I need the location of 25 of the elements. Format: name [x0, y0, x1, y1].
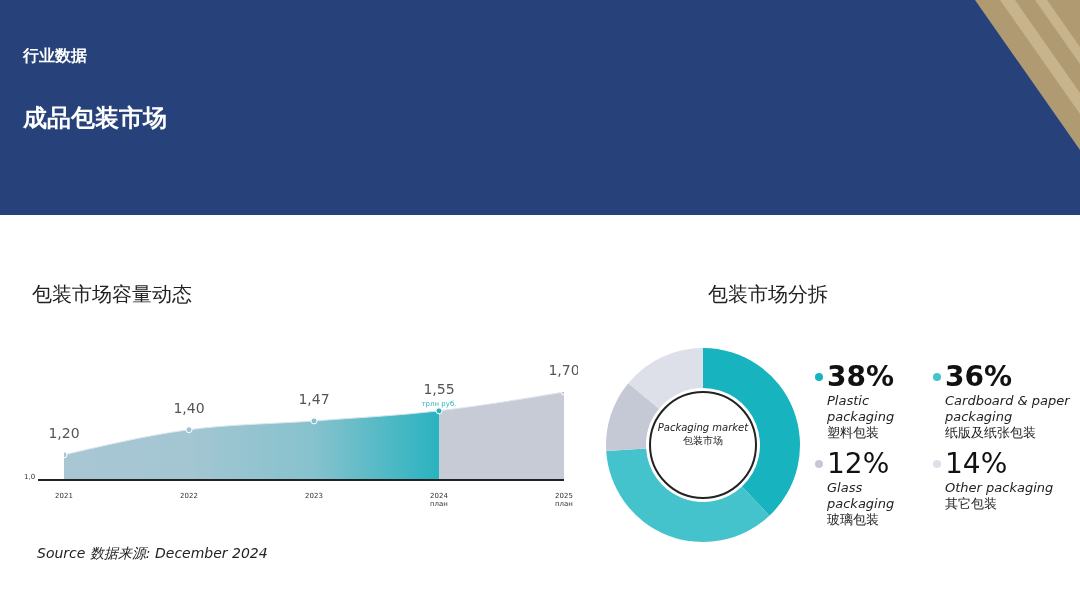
text: 行业数据	[23, 46, 87, 67]
donut-slice	[628, 348, 703, 409]
legend-label: Plastic packaging 塑料包装	[827, 393, 896, 441]
data-label: 38%	[827, 360, 895, 393]
data-label: 12%	[827, 447, 890, 480]
text: Packaging market 包装市场	[656, 421, 750, 447]
text: 成品包装市场	[23, 103, 167, 134]
legend-label: Cardboard & paper packaging 纸版及纸张包装	[945, 393, 1071, 441]
legend-label: Glass packaging 玻璃包装	[827, 480, 896, 528]
annotation: Source 数据来源: December 2024	[37, 545, 268, 563]
donut-slice	[606, 448, 770, 542]
chart-title: 包装市场分拆	[708, 281, 828, 308]
data-label: 1,20	[48, 424, 80, 441]
data-label: 36%	[945, 360, 1013, 393]
chart-title: 包装市场容量动态	[32, 281, 192, 308]
point	[310, 417, 318, 425]
donut-slice	[606, 383, 660, 452]
legend-label: Other packaging 其它包装	[945, 480, 1055, 512]
data-label: 1,40	[173, 399, 205, 416]
data-label: 1,55	[423, 380, 455, 397]
data-label: 14%	[945, 447, 1008, 480]
data-label: 1,70	[548, 362, 580, 378]
point	[435, 407, 443, 415]
data-label: 1,47	[298, 390, 330, 407]
point	[185, 426, 193, 434]
